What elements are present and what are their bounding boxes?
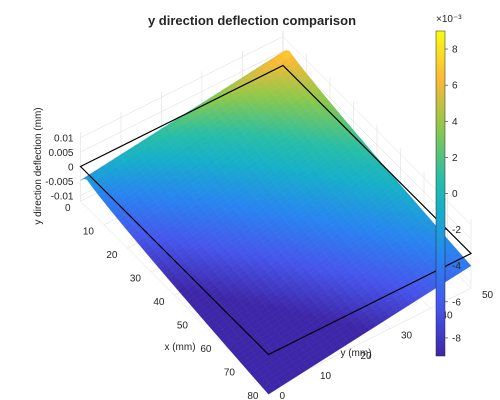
x-tick-label: 50 (177, 321, 189, 332)
colorbar-tick-label: 8 (452, 45, 458, 56)
surface-patch (265, 386, 276, 395)
colorbar-tick-label: -4 (452, 261, 461, 272)
colorbar-tick-label: 6 (452, 81, 458, 92)
y-tick-label: 40 (442, 310, 454, 321)
y-tick-label: 50 (482, 290, 494, 301)
x-tick-label: 70 (224, 368, 236, 379)
x-tick-label: 60 (200, 344, 212, 355)
y-tick-label: 20 (361, 351, 373, 362)
colorbar-tick-label: 0 (452, 189, 458, 200)
deflection-surface (80, 50, 472, 395)
chart-title: y direction deflection comparison (148, 13, 356, 28)
z-tick-label: 0 (68, 163, 74, 174)
y-tick-label: 10 (320, 371, 332, 382)
x-tick-label: 40 (153, 297, 165, 308)
zero-reference-plane (79, 64, 473, 356)
x-tick-label: 30 (130, 274, 142, 285)
colorbar-tick-label: -6 (452, 297, 461, 308)
y-tick-label: 30 (401, 331, 413, 342)
x-tick-label: 80 (247, 391, 259, 400)
grid-line (80, 50, 284, 153)
reference-plane-outline (79, 64, 473, 356)
x-tick-label: 0 (65, 203, 71, 214)
colorbar-tick-label: 4 (452, 117, 458, 128)
colorbar-exponent: ×10⁻³ (436, 14, 462, 25)
y-axis-label: y (mm) (340, 348, 371, 359)
z-axis-label: y direction deflection (mm) (33, 107, 44, 224)
x-tick-label: 20 (106, 250, 118, 261)
y-tick-label: 0 (280, 391, 286, 400)
x-axis-label: x (mm) (164, 342, 195, 353)
colorbar-tick-label: -2 (452, 225, 461, 236)
z-tick-label: 0.005 (48, 148, 73, 159)
colorbar-bar (435, 30, 446, 357)
z-tick-label: -0.01 (51, 191, 74, 202)
colorbar-tick-label: 2 (452, 153, 458, 164)
z-tick-label: -0.005 (45, 177, 74, 188)
colorbar-tick-label: -8 (452, 333, 461, 344)
x-tick-label: 10 (83, 227, 95, 238)
z-tick-label: 0.01 (54, 134, 74, 145)
colorbar: ×10⁻³ 8 6 4 2 0 -2 -4 -6 -8 (435, 14, 462, 357)
grid-line (80, 36, 284, 138)
